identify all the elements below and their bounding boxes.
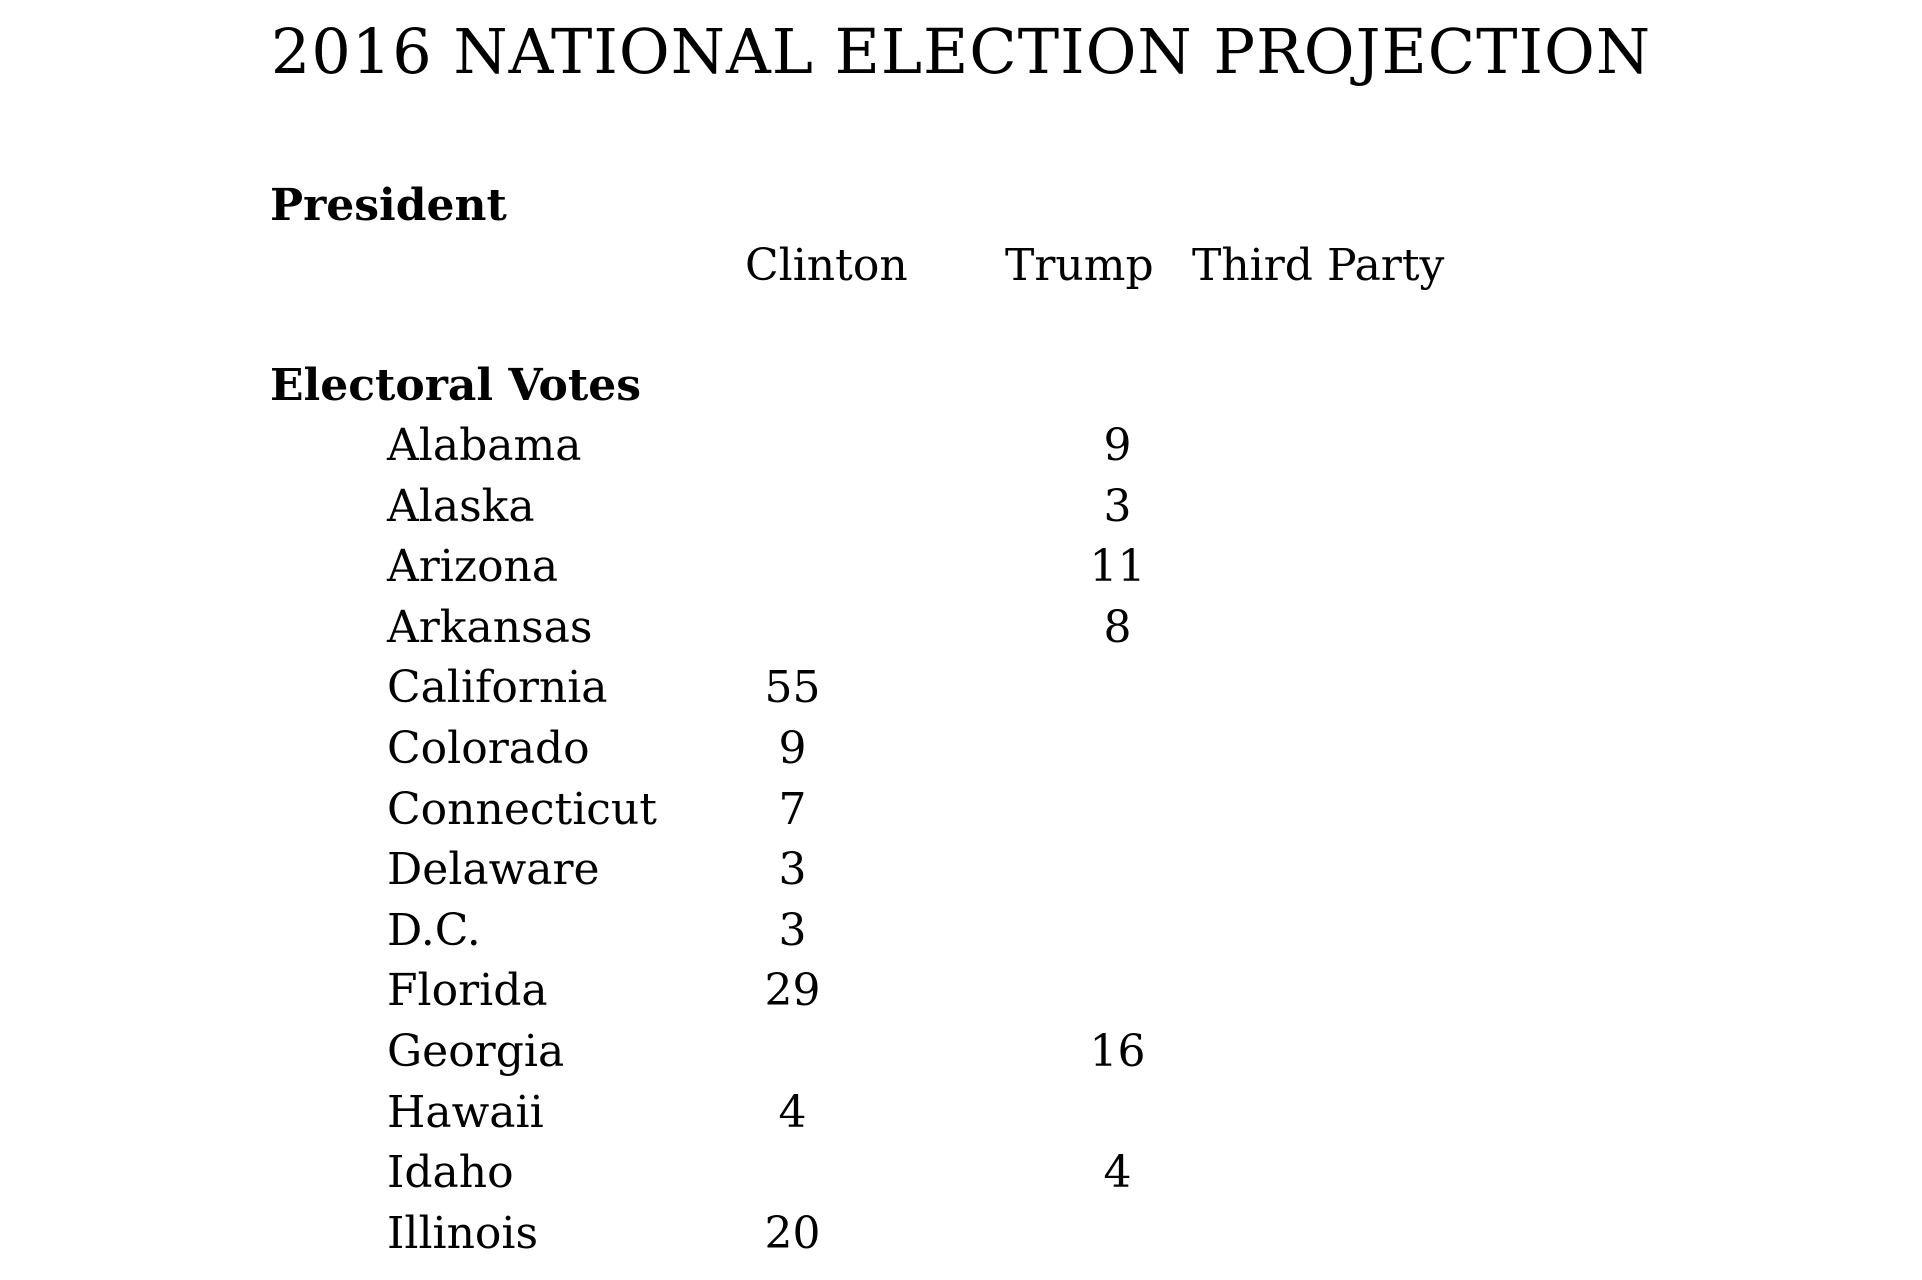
- table-row: Arizona 11: [0, 537, 1922, 598]
- state-name: D.C.: [387, 904, 481, 956]
- trump-votes: 9: [1103, 420, 1132, 471]
- state-name: Arizona: [387, 541, 559, 593]
- table-row: Florida 29: [0, 961, 1922, 1022]
- state-name: Florida: [387, 965, 548, 1017]
- clinton-votes: 3: [778, 904, 807, 956]
- president-heading: President: [270, 180, 507, 231]
- clinton-votes: 3: [778, 844, 807, 896]
- table-row: Alaska 3: [0, 477, 1922, 538]
- trump-votes: 16: [1089, 1025, 1146, 1077]
- column-header-clinton: Clinton: [745, 240, 908, 291]
- table-row: Colorado 9: [0, 719, 1922, 780]
- table-row: California 55: [0, 658, 1922, 719]
- column-header-third-party: Third Party: [1192, 240, 1445, 291]
- table-row: Arkansas 8: [0, 598, 1922, 659]
- table-row: Connecticut 7: [0, 780, 1922, 841]
- clinton-votes: 20: [764, 1207, 821, 1259]
- state-name: Colorado: [387, 722, 590, 774]
- state-name: Hawaii: [387, 1086, 544, 1138]
- trump-votes: 11: [1089, 541, 1146, 593]
- table-row: Alabama 9: [0, 416, 1922, 477]
- table-row: Illinois 20: [0, 1204, 1922, 1265]
- clinton-votes: 4: [778, 1086, 807, 1138]
- state-name: California: [387, 662, 608, 714]
- clinton-votes: 29: [764, 965, 821, 1017]
- clinton-votes: 7: [778, 783, 807, 835]
- state-name: Illinois: [387, 1207, 539, 1259]
- trump-votes: 4: [1103, 1147, 1132, 1199]
- state-name: Idaho: [387, 1147, 514, 1199]
- state-name: Connecticut: [387, 783, 657, 835]
- table-row: D.C. 3: [0, 901, 1922, 962]
- column-header-trump: Trump: [1005, 240, 1154, 291]
- electoral-votes-heading: Electoral Votes: [270, 360, 641, 411]
- state-name: Delaware: [387, 844, 600, 896]
- table-row: Georgia 16: [0, 1022, 1922, 1083]
- clinton-votes: 9: [778, 722, 807, 774]
- page-title: 2016 NATIONAL ELECTION PROJECTION: [270, 15, 1652, 88]
- table-row: Idaho 4: [0, 1143, 1922, 1204]
- table-row: Hawaii 4: [0, 1083, 1922, 1144]
- state-name: Georgia: [387, 1025, 565, 1077]
- trump-votes: 8: [1103, 601, 1132, 653]
- state-name: Alabama: [387, 420, 582, 471]
- electoral-votes-table: Alabama 9 Alaska 3 Arizona 11 Arkansas 8…: [0, 416, 1922, 1264]
- table-row: Delaware 3: [0, 840, 1922, 901]
- state-name: Arkansas: [387, 601, 593, 653]
- state-name: Alaska: [387, 480, 535, 532]
- clinton-votes: 55: [764, 662, 821, 714]
- trump-votes: 3: [1103, 480, 1132, 532]
